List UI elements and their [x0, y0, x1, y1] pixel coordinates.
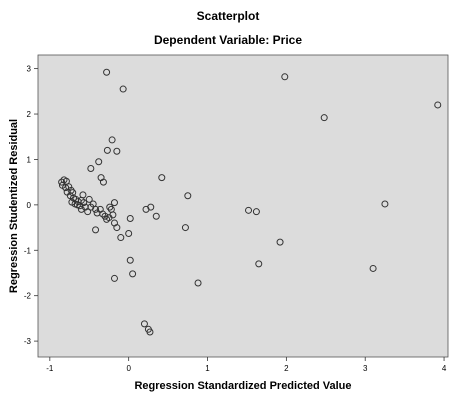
y-tick-label: 1: [27, 155, 32, 164]
scatter-point: [152, 212, 160, 220]
chart-subtitle: Dependent Variable: Price: [154, 33, 302, 47]
scatter-point: [95, 158, 103, 166]
scatter-point: [77, 205, 85, 213]
scatter-point: [84, 208, 92, 216]
scatter-point: [87, 165, 95, 173]
scatter-point: [62, 184, 70, 192]
scatter-point: [109, 211, 117, 219]
scatter-point: [106, 203, 114, 211]
x-tick-label: 3: [363, 364, 368, 373]
scatter-point: [80, 199, 88, 207]
scatter-point: [79, 191, 87, 199]
scatter-point: [126, 214, 134, 222]
scatter-point: [103, 146, 111, 154]
scatter-point: [129, 270, 137, 278]
scatter-point: [158, 174, 166, 182]
scatter-point: [110, 274, 118, 282]
scatter-point: [140, 320, 148, 328]
y-tick-label: 3: [27, 65, 32, 74]
y-tick-label: 2: [27, 110, 32, 119]
scatter-point: [126, 256, 134, 264]
scatter-point: [108, 136, 116, 144]
scatter-point: [255, 260, 263, 268]
plot-area: [37, 54, 449, 358]
y-axis-label: Regression Studentized Residual: [8, 119, 20, 293]
scatter-point: [58, 178, 66, 186]
y-tick-label: -1: [24, 246, 32, 255]
x-tick-label: 4: [442, 364, 447, 373]
scatter-point: [245, 206, 253, 214]
scatter-point: [99, 210, 107, 218]
x-tick-label: 2: [284, 364, 289, 373]
scatter-point: [181, 224, 189, 232]
scatter-point: [125, 229, 133, 237]
scatter-point: [147, 203, 155, 211]
x-tick-label: 0: [126, 364, 131, 373]
scatter-point: [117, 234, 125, 242]
scatter-point: [320, 114, 328, 122]
scatter-point: [113, 224, 121, 232]
scatter-point: [92, 205, 100, 213]
y-tick-label: 0: [27, 201, 32, 210]
y-axis-ticks: -3 -2 -1 0 1 2 3: [24, 65, 38, 346]
scatter-point: [184, 192, 192, 200]
x-tick-label: 1: [205, 364, 210, 373]
scatter-point: [103, 68, 111, 76]
scatter-point: [194, 279, 202, 287]
scatter-point: [113, 147, 121, 155]
y-tick-label: -3: [24, 337, 32, 346]
scatter-point: [276, 238, 284, 246]
scatter-point: [92, 226, 100, 234]
scatter-point: [252, 208, 260, 216]
scatter-point: [381, 200, 389, 208]
scatter-point: [146, 328, 154, 336]
scatter-point: [85, 195, 93, 203]
scatter-point: [99, 178, 107, 186]
scatter-point: [110, 199, 118, 207]
scatter-point: [281, 73, 289, 81]
x-tick-label: -1: [46, 364, 54, 373]
chart-title: Scatterplot: [197, 9, 260, 23]
x-axis-label: Regression Standardized Predicted Value: [134, 380, 351, 392]
scatter-point: [369, 264, 377, 272]
scatter-point: [434, 101, 442, 109]
y-tick-label: -2: [24, 292, 32, 301]
x-axis-ticks: -1 0 1 2 3 4: [46, 357, 447, 373]
scatter-point: [119, 85, 127, 93]
data-points: [58, 68, 442, 336]
